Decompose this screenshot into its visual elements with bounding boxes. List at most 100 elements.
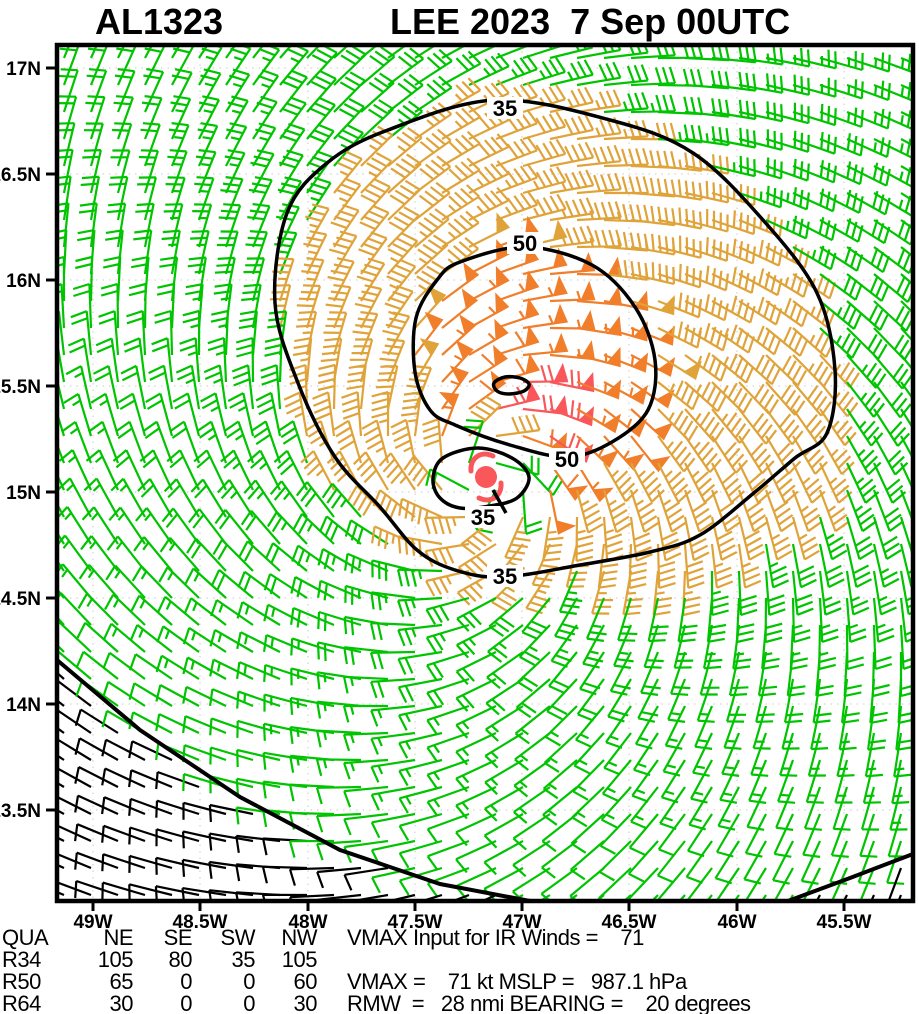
wind-barb — [289, 726, 335, 745]
wind-barb — [208, 832, 254, 851]
wind-barb — [216, 230, 239, 275]
wind-barb — [305, 203, 330, 248]
wind-barb — [609, 651, 632, 696]
isotach-64 — [491, 374, 531, 396]
wind-barb — [343, 615, 389, 636]
wind-barb — [252, 95, 278, 140]
wind-barb — [711, 127, 757, 149]
wind-barb — [101, 796, 146, 816]
wind-barb — [873, 138, 911, 159]
wind-barb — [630, 122, 677, 141]
wind-barb — [441, 262, 480, 302]
wind-barb — [325, 284, 352, 329]
wind-barb — [802, 813, 822, 858]
wind-barb — [303, 230, 328, 275]
wind-barb — [371, 866, 416, 894]
wind-barb — [182, 801, 227, 820]
wind-barb — [710, 543, 734, 589]
wind-barb — [873, 110, 911, 130]
wind-barb — [845, 597, 867, 643]
wind-barb — [872, 624, 893, 671]
wind-barb — [600, 786, 632, 829]
wind-barb — [301, 257, 325, 302]
wind-barb — [468, 395, 502, 437]
wind-barb — [791, 543, 817, 589]
wind-barb — [541, 813, 578, 853]
wind-barb — [601, 759, 632, 802]
wind-barb — [765, 102, 810, 125]
wind-barb — [105, 564, 146, 599]
wind-barb — [306, 47, 338, 86]
wind-barb — [263, 633, 308, 654]
wind-barb — [657, 179, 703, 201]
wind-barb — [900, 462, 911, 488]
wind-barb — [59, 562, 65, 572]
wind-barb — [155, 770, 200, 790]
wind-barb — [737, 489, 769, 533]
wind-barb — [540, 867, 578, 899]
wind-barb — [576, 61, 622, 87]
wind-barb — [269, 480, 308, 518]
wind-barb — [900, 83, 911, 91]
wind-barb — [140, 122, 161, 167]
wind-barb — [235, 777, 281, 796]
wind-barb — [312, 391, 336, 437]
wind-barb — [360, 152, 393, 194]
wind-barb — [342, 731, 389, 752]
lat-tick-label: 14.5N — [0, 589, 41, 610]
wind-barb — [628, 543, 648, 590]
wind-barb — [630, 354, 676, 377]
wind-barb — [208, 889, 254, 899]
wind-barb — [182, 626, 227, 653]
wind-barb — [441, 130, 481, 167]
wind-barb — [495, 413, 541, 438]
wind-barb — [251, 420, 282, 464]
wind-barb — [318, 515, 362, 545]
wind-barb — [277, 176, 303, 221]
wind-barb — [603, 290, 649, 311]
wind-barb — [90, 392, 120, 437]
wind-barb — [213, 283, 233, 329]
wind-barb — [637, 678, 659, 723]
wind-barb — [208, 860, 254, 879]
wind-barb — [184, 567, 227, 599]
wind-barb — [59, 825, 92, 843]
wind-barb — [283, 391, 309, 437]
wind-barb — [765, 354, 807, 387]
storm-name-date-title: LEE 2023 7 Sep 00UTC — [390, 1, 791, 42]
wind-barb — [738, 462, 772, 504]
wind-barb — [370, 731, 416, 755]
wind-barb — [627, 840, 659, 883]
wind-barb — [792, 273, 837, 300]
wind-barb — [200, 392, 228, 437]
wind-barb — [245, 230, 268, 275]
wind-barb — [295, 481, 335, 518]
wind-barb — [872, 570, 897, 616]
wind-barb — [246, 449, 281, 491]
wind-barb — [414, 181, 451, 221]
wind-barb — [694, 705, 714, 750]
wind-barb — [495, 297, 540, 330]
wind-barb — [630, 94, 677, 114]
wind-barb — [128, 883, 173, 899]
wind-barb — [142, 420, 174, 464]
wind-barb — [59, 283, 66, 329]
wind-barb — [196, 420, 228, 464]
wind-barb — [370, 758, 416, 783]
wind-barb — [719, 759, 740, 804]
wind-barb — [76, 621, 119, 653]
wind-barb — [89, 47, 98, 59]
wind-barb — [101, 767, 146, 788]
wind-barb — [59, 347, 66, 383]
wind-barb — [59, 506, 92, 545]
wind-barb — [764, 570, 786, 616]
wind-barb — [468, 265, 510, 302]
wind-barb — [210, 309, 229, 356]
wind-barb — [711, 353, 755, 384]
wind-barb — [378, 452, 416, 491]
wind-barb — [711, 267, 756, 294]
wind-barb — [289, 696, 335, 715]
wind-barb — [129, 624, 173, 653]
wind-barb — [155, 799, 200, 818]
wind-barb — [236, 748, 281, 768]
